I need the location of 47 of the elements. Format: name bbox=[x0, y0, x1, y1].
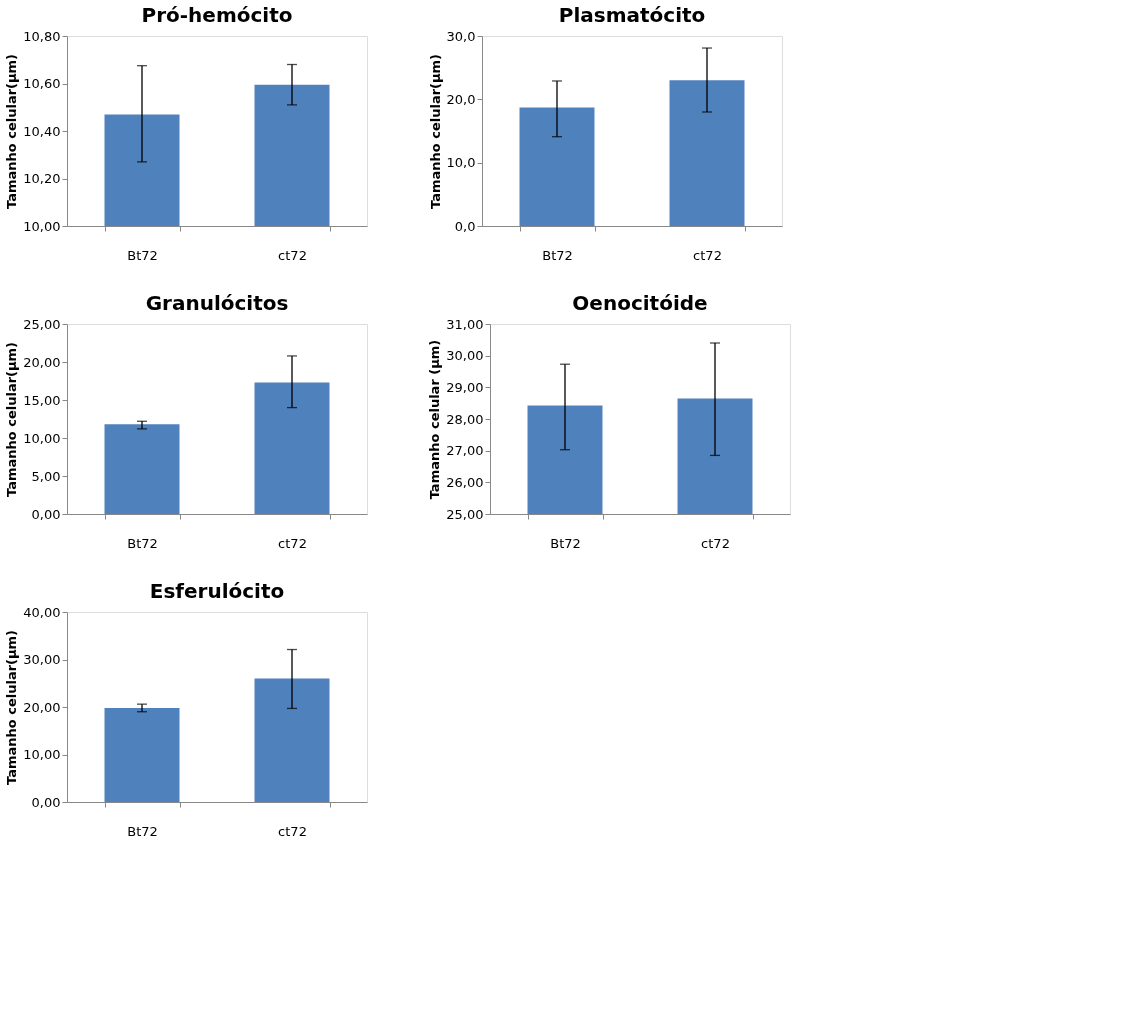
x-tick-label: ct72 bbox=[693, 247, 722, 263]
y-tick-label: 20,0 bbox=[446, 91, 476, 107]
y-tick-label: 26,00 bbox=[446, 474, 484, 490]
y-tick-label: 0,00 bbox=[31, 794, 61, 810]
y-tick-label: 10,00 bbox=[23, 218, 61, 234]
y-tick-label: 40,00 bbox=[23, 604, 61, 620]
y-tick-label: 10,0 bbox=[446, 155, 476, 171]
y-axis-title: Tamanho celular(µm) bbox=[4, 341, 20, 498]
y-tick-label: 25,00 bbox=[23, 316, 61, 332]
x-tick-label: ct72 bbox=[278, 535, 307, 551]
x-tick-label: Bt72 bbox=[127, 823, 158, 839]
y-tick-label: 10,40 bbox=[23, 123, 61, 139]
x-tick-label: ct72 bbox=[278, 247, 307, 263]
y-tick-label: 25,00 bbox=[446, 506, 484, 522]
y-tick-label: 31,00 bbox=[446, 316, 484, 332]
y-axis-title: Tamanho celular(µm) bbox=[427, 53, 443, 210]
y-tick-label: 20,00 bbox=[23, 354, 61, 370]
y-tick-label: 10,00 bbox=[23, 747, 61, 762]
chart-title: Granulócitos bbox=[145, 291, 289, 315]
x-tick-label: Bt72 bbox=[127, 535, 158, 551]
y-tick-label: 0,00 bbox=[31, 506, 61, 522]
y-tick-label: 28,00 bbox=[446, 411, 484, 427]
y-tick-label: 15,00 bbox=[23, 392, 61, 408]
y-tick-label: 27,00 bbox=[446, 443, 484, 459]
chart-title: Plasmatócito bbox=[558, 3, 706, 27]
y-axis-title: Tamanho celular(µm) bbox=[4, 629, 20, 786]
y-tick-label: 10,00 bbox=[23, 430, 61, 446]
y-tick-label: 30,00 bbox=[446, 348, 484, 364]
y-tick-label: 20,00 bbox=[23, 699, 61, 715]
x-tick-label: ct72 bbox=[701, 535, 730, 551]
chart-title: Esferulócito bbox=[149, 579, 285, 603]
chart-title: Oenocitóide bbox=[572, 291, 708, 315]
y-tick-label: 10,20 bbox=[23, 171, 61, 186]
y-tick-label: 5,00 bbox=[31, 468, 61, 484]
x-tick-label: Bt72 bbox=[550, 535, 581, 551]
x-tick-label: Bt72 bbox=[542, 247, 573, 263]
x-tick-label: Bt72 bbox=[127, 247, 158, 263]
y-tick-label: 30,00 bbox=[23, 652, 61, 667]
x-tick-label: ct72 bbox=[278, 823, 307, 839]
y-tick-label: 10,60 bbox=[23, 76, 61, 91]
y-tick-label: 0,0 bbox=[454, 218, 476, 234]
y-axis-title: Tamanho celular(µm) bbox=[4, 53, 20, 210]
y-tick-label: 29,00 bbox=[446, 379, 484, 395]
chart-title: Pró-hemócito bbox=[141, 3, 293, 27]
y-tick-label: 10,80 bbox=[23, 28, 61, 44]
y-tick-label: 30,0 bbox=[446, 28, 476, 44]
y-axis-title: Tamanho celular (µm) bbox=[427, 339, 443, 500]
